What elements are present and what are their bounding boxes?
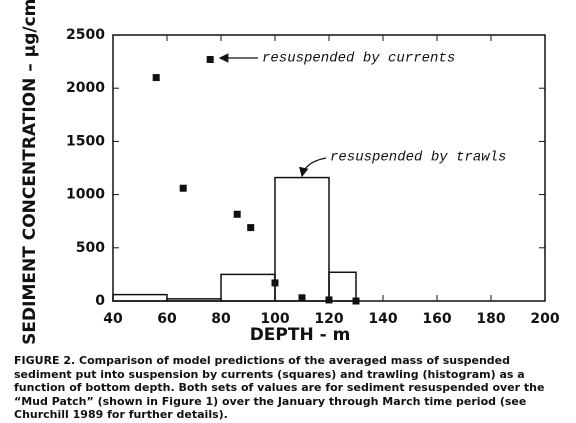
y-tick-label: 0 bbox=[95, 293, 105, 309]
x-tick-label: 60 bbox=[157, 311, 177, 327]
histogram-bar bbox=[166, 298, 222, 302]
annotation: resuspended by currents bbox=[262, 51, 455, 67]
y-tick-label: 500 bbox=[76, 240, 105, 256]
point bbox=[179, 184, 187, 192]
point bbox=[298, 294, 306, 302]
y-axis-label: SEDIMENT CONCENTRATION – μg/cm² bbox=[20, 0, 40, 345]
caption: FIGURE 2. Comparison of model prediction… bbox=[14, 354, 545, 421]
x-tick-label: 80 bbox=[211, 311, 231, 327]
y-tick-label: 1000 bbox=[66, 187, 105, 203]
x-tick-label: 200 bbox=[530, 311, 559, 327]
y-tick-label: 2500 bbox=[66, 27, 105, 43]
x-tick-label: 120 bbox=[314, 311, 343, 327]
x-tick-label: 160 bbox=[422, 311, 451, 327]
x-axis-label: DEPTH - m bbox=[250, 325, 351, 345]
chart: DEPTH - m SEDIMENT CONCENTRATION – μg/cm… bbox=[20, 0, 560, 345]
point bbox=[247, 224, 255, 232]
point bbox=[233, 210, 241, 218]
x-tick-label: 140 bbox=[368, 311, 397, 327]
point bbox=[152, 74, 160, 82]
point bbox=[352, 297, 360, 305]
histogram-bar bbox=[112, 293, 168, 302]
histogram-bar bbox=[328, 271, 357, 302]
point bbox=[325, 296, 333, 304]
y-tick-label: 2000 bbox=[66, 80, 105, 96]
point bbox=[206, 55, 214, 63]
histogram-bar bbox=[274, 176, 330, 302]
y-tick-label: 1500 bbox=[66, 133, 105, 149]
x-tick-label: 100 bbox=[260, 311, 289, 327]
x-tick-label: 40 bbox=[103, 311, 123, 327]
x-tick-label: 180 bbox=[476, 311, 505, 327]
arrow bbox=[299, 157, 327, 178]
annotation: resuspended by trawls bbox=[330, 150, 506, 166]
point bbox=[271, 279, 279, 287]
histogram-bar bbox=[220, 273, 276, 302]
